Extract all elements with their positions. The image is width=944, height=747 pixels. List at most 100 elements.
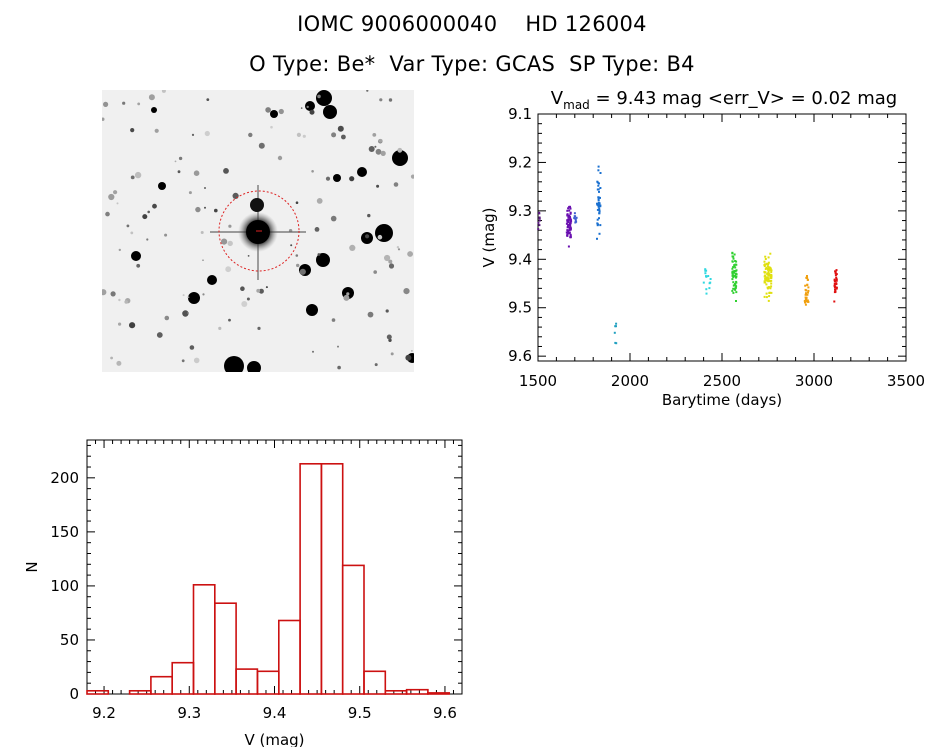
data-point: [764, 277, 767, 280]
field-star: [258, 142, 265, 149]
y-tick-label: 9.1: [508, 105, 532, 123]
target-star: [210, 185, 306, 280]
field-star: [368, 146, 375, 152]
field-star: [188, 191, 192, 195]
data-point: [764, 258, 767, 260]
data-point: [567, 216, 570, 219]
data-point: [769, 287, 772, 290]
y-tick-label: 0: [69, 685, 79, 703]
data-point: [770, 285, 773, 288]
data-point: [538, 219, 541, 222]
data-point: [569, 211, 572, 214]
data-point: [566, 226, 569, 229]
field-star: [110, 291, 116, 297]
field-star: [174, 160, 177, 163]
field-star: [346, 292, 350, 296]
field-star: [204, 187, 206, 189]
histogram-bar: [171, 661, 195, 695]
field-star: [357, 167, 367, 177]
field-star: [367, 213, 371, 218]
field-star: [270, 110, 278, 118]
x-tick-label: 9.5: [348, 704, 372, 722]
data-point: [596, 237, 598, 240]
data-point: [769, 268, 772, 271]
field-star: [388, 263, 395, 269]
x-tick-label: 9.4: [263, 704, 287, 722]
field-star: [136, 263, 141, 268]
data-point: [570, 219, 572, 222]
x-tick-label: 2000: [611, 372, 649, 390]
field-star: [349, 176, 355, 182]
field-star: [247, 255, 250, 257]
field-star: [195, 206, 201, 213]
data-point: [835, 279, 838, 282]
data-point: [731, 271, 734, 274]
data-point: [598, 212, 601, 215]
field-star: [193, 170, 200, 176]
field-star: [296, 263, 300, 268]
field-star: [384, 254, 391, 262]
histogram-bar: [235, 668, 259, 695]
data-point: [835, 278, 838, 281]
x-axis-label: Barytime (days): [662, 391, 782, 409]
data-point: [732, 291, 735, 294]
field-star: [200, 231, 204, 234]
field-star: [206, 98, 210, 101]
data-point: [566, 229, 569, 232]
data-point: [769, 252, 772, 255]
data-point: [732, 284, 735, 287]
data-point: [575, 216, 578, 219]
data-point: [763, 260, 766, 263]
x-tick-label: 3500: [887, 372, 925, 390]
field-star: [204, 130, 210, 137]
field-star: [131, 251, 141, 261]
data-point: [805, 300, 808, 303]
data-point: [735, 276, 737, 279]
data-point: [732, 287, 735, 290]
data-point: [807, 300, 810, 303]
field-star: [325, 176, 331, 181]
data-point: [805, 276, 808, 279]
data-point: [599, 172, 602, 174]
field-star: [388, 98, 393, 102]
data-point: [568, 229, 571, 232]
field-star: [377, 234, 383, 240]
data-point: [833, 278, 836, 281]
field-star: [224, 356, 244, 372]
data-point: [574, 218, 577, 220]
data-point: [770, 282, 773, 285]
field-star: [323, 105, 337, 119]
data-point: [565, 222, 568, 225]
data-point: [568, 209, 571, 212]
field-star: [349, 244, 356, 251]
field-star: [124, 300, 128, 304]
data-point: [767, 261, 770, 264]
field-star: [118, 322, 122, 326]
field-star: [241, 301, 248, 307]
field-star: [130, 175, 135, 180]
data-point: [614, 341, 617, 344]
field-star: [317, 94, 321, 99]
field-star: [227, 240, 233, 247]
field-star: [317, 253, 321, 256]
light-curve-axes: 1500 2000 2500 3000 3500 9.1 9.2 9.3 9.4 9.5 9.6: [508, 105, 925, 390]
data-point: [537, 221, 540, 224]
field-star: [314, 227, 320, 232]
data-point: [768, 295, 771, 298]
field-star: [223, 168, 229, 174]
data-point: [598, 190, 600, 193]
data-point: [734, 282, 736, 285]
histogram-bar: [405, 688, 429, 695]
field-star: [110, 356, 113, 360]
field-star: [330, 215, 337, 222]
field-star: [182, 294, 185, 297]
data-point: [834, 290, 837, 293]
data-point: [769, 280, 771, 283]
data-point: [764, 263, 767, 266]
field-star: [118, 248, 121, 252]
data-point: [733, 270, 736, 273]
data-point: [573, 212, 576, 215]
field-star: [256, 288, 261, 293]
data-point: [763, 275, 766, 278]
data-point: [835, 283, 838, 285]
